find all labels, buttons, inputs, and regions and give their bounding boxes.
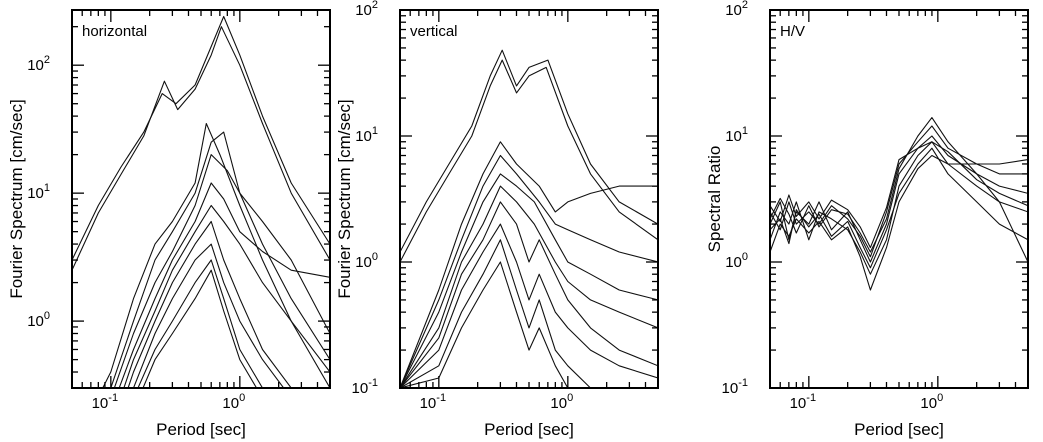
plot-frame — [769, 9, 1029, 389]
series-line-1 — [770, 135, 1028, 263]
series-line-9 — [400, 239, 658, 388]
plot-frame — [399, 9, 659, 389]
series-line-3 — [770, 125, 1028, 258]
plot-frame — [71, 9, 331, 389]
panel-2: 10-1 100 10-1 100 101 102 vertical Period [sec]… — [335, 0, 659, 439]
y-tick-label: 100 — [27, 310, 50, 330]
panel-title: horizontal — [82, 23, 147, 40]
x-tick-label: 100 — [920, 392, 943, 412]
series-line-2 — [72, 26, 330, 271]
x-axis-label: Period [sec] — [156, 420, 246, 439]
series-line-9 — [132, 243, 285, 388]
series-line-6 — [400, 185, 658, 388]
y-axis-label: Fourier Spectrum [cm/sec] — [7, 99, 26, 298]
panel-1: 10-1 100 100 101 102 horizontal Period [sec] Fo… — [7, 9, 331, 439]
panel-title: H/V — [780, 23, 805, 40]
series-line-4 — [110, 131, 330, 388]
series-line-10 — [400, 261, 658, 388]
series-group — [770, 117, 1028, 291]
panel-title: vertical — [410, 23, 458, 40]
x-tick-label: 10-1 — [790, 392, 816, 412]
x-tick-label: 10-1 — [92, 392, 118, 412]
y-tick-label: 10-1 — [722, 377, 748, 397]
y-tick-label: 101 — [725, 125, 748, 145]
series-line-8 — [400, 223, 658, 388]
series-line-3 — [102, 122, 330, 388]
y-tick-label: 101 — [355, 125, 378, 145]
series-line-1 — [72, 15, 330, 261]
x-tick-label: 100 — [222, 392, 245, 412]
series-line-7 — [770, 141, 1028, 249]
series-line-5 — [400, 173, 658, 388]
y-tick-label: 100 — [355, 251, 378, 271]
y-tick-label: 102 — [725, 0, 748, 19]
series-group — [72, 15, 330, 388]
series-line-8 — [127, 220, 292, 388]
series-line-7 — [123, 204, 330, 388]
y-tick-label: 102 — [27, 54, 50, 74]
y-tick-label: 101 — [27, 182, 50, 202]
y-tick-label: 102 — [355, 0, 378, 19]
x-tick-label: 10-1 — [420, 392, 446, 412]
series-line-2 — [770, 141, 1028, 275]
x-axis-label: Period [sec] — [854, 420, 944, 439]
series-line-6 — [118, 182, 330, 388]
series-line-1 — [400, 49, 658, 253]
x-axis-label: Period [sec] — [484, 420, 574, 439]
series-line-7 — [400, 201, 658, 388]
series-line-3 — [400, 141, 658, 388]
y-tick-label: 10-1 — [352, 377, 378, 397]
y-tick-label: 100 — [725, 251, 748, 271]
series-line-4 — [770, 147, 1028, 269]
series-line-5 — [770, 117, 1028, 263]
series-line-11 — [142, 269, 258, 388]
series-line-6 — [770, 154, 1028, 291]
series-line-10 — [137, 259, 264, 388]
y-axis-label: Fourier Spectrum [cm/sec] — [335, 99, 354, 298]
x-tick-label: 100 — [550, 392, 573, 412]
y-axis-label: Spectral Ratio — [705, 146, 724, 253]
series-group — [400, 49, 658, 388]
series-line-5 — [113, 154, 330, 388]
series-line-4 — [400, 154, 658, 388]
series-line-2 — [400, 59, 658, 263]
panel-3: 10-1 100 10-1 100 101 102 H/V Period [sec] Spect… — [705, 0, 1029, 439]
